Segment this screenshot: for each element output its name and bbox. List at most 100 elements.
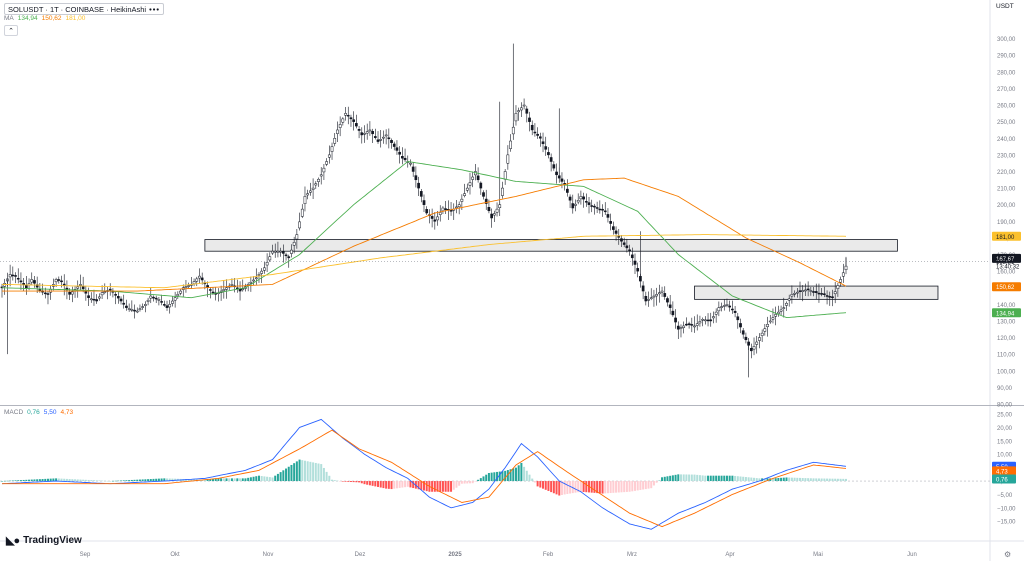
macd-hist-bar [3, 480, 6, 482]
candle-body [760, 332, 764, 336]
candle-body [414, 175, 418, 181]
candle-body [574, 203, 577, 206]
macd-hist-bar [698, 475, 701, 482]
candle-body [614, 230, 618, 234]
macd-hist-bar [666, 476, 669, 482]
macd-hist-bar [742, 476, 745, 482]
macd-hist-bar [441, 481, 444, 492]
candle [787, 294, 791, 307]
candle-body [357, 129, 361, 131]
candle-body [287, 256, 291, 259]
candle [449, 201, 453, 216]
candle-body [622, 242, 626, 245]
price-tick-label: 250,00 [997, 120, 1016, 126]
macd-hist-bar [209, 479, 212, 482]
candle [574, 199, 577, 212]
candle [720, 302, 723, 312]
macd-hist-bar [731, 475, 734, 482]
candle [595, 201, 599, 213]
macd-price-label: 0,76 [996, 478, 1008, 484]
macd-hist-bar [136, 479, 139, 482]
candle-body [671, 310, 675, 316]
candle [538, 132, 542, 147]
macd-hist-bar [747, 477, 750, 482]
macd-hist-bar [336, 480, 339, 482]
candle [806, 281, 810, 297]
candle-body [373, 136, 377, 138]
candle-body [476, 175, 480, 181]
macd-hist-bar [558, 481, 561, 496]
ma-legend[interactable]: MA 134,94 150,62 181,00 [4, 15, 85, 22]
candle [465, 183, 469, 193]
macd-hist-bar [820, 478, 823, 482]
candle-body [793, 293, 796, 295]
candle-body [720, 306, 723, 308]
symbol-selector[interactable]: SOLUSDT · 1T · COINBASE · HeikinAshi ••• [4, 3, 164, 15]
candle [831, 289, 834, 307]
symbol-header[interactable]: SOLUSDT · 1T · COINBASE · HeikinAshi ••• [4, 2, 164, 16]
candle-body [317, 178, 320, 182]
candle-body [479, 182, 483, 189]
candle-body [184, 286, 188, 288]
more-icon[interactable]: ••• [149, 4, 160, 14]
candle-body [419, 191, 423, 197]
currency-label[interactable]: USDT [996, 3, 1014, 10]
price-tick-label: 260,00 [997, 104, 1016, 110]
support-zone-1 [204, 239, 898, 252]
macd-hist-bar [433, 481, 436, 492]
candle [357, 125, 361, 139]
candle-body [541, 141, 545, 145]
ma-line-3 [1, 234, 847, 289]
candle [368, 121, 372, 136]
candle [820, 288, 824, 297]
candle [685, 317, 688, 327]
macd-hist-bar [212, 478, 214, 482]
macd-hist-bar [49, 478, 52, 482]
candle-body [79, 284, 82, 286]
candle [330, 142, 334, 160]
candle [620, 234, 623, 247]
price-label: 134,94 [996, 311, 1015, 317]
candle-body [411, 166, 415, 172]
macd-hist-bar [138, 479, 141, 482]
candle-body [460, 198, 464, 202]
macd-hist-bar [677, 474, 680, 482]
candle-body [685, 323, 688, 326]
candle [398, 146, 402, 164]
candle [609, 213, 613, 231]
candle [587, 196, 591, 214]
macd-hist-bar [390, 481, 393, 490]
candle-body [714, 311, 718, 315]
candle [281, 244, 285, 263]
ma-line-1 [1, 161, 847, 319]
candle-body [430, 216, 434, 219]
candle-body [652, 295, 656, 298]
candle-body [612, 226, 615, 230]
macd-hist-bar [685, 474, 688, 482]
candle [752, 337, 756, 356]
candle-body [254, 277, 258, 280]
candle [463, 183, 466, 198]
candle [355, 114, 358, 129]
macd-hist-bar [19, 480, 22, 482]
candle-body [57, 279, 61, 281]
candle [125, 299, 128, 311]
candle [614, 226, 618, 241]
macd-hist-bar [82, 479, 85, 482]
macd-hist-bar [785, 477, 788, 482]
candle-body [119, 298, 123, 302]
candle-body [195, 278, 199, 282]
candle-body [547, 152, 550, 156]
macd-hist-bar [120, 480, 123, 482]
macd-hist-bar [842, 478, 845, 482]
candle [265, 253, 269, 273]
macd-legend[interactable]: MACD 0,76 5,50 4,73 [4, 409, 73, 416]
candle [612, 221, 615, 235]
macd-hist-bar [6, 480, 9, 482]
macd-price-label: 4,73 [996, 469, 1008, 475]
collapse-legend-button[interactable]: ⌃ [4, 25, 18, 36]
candle-body [747, 341, 750, 346]
macd-hist-bar [377, 481, 380, 487]
gear-icon[interactable]: ⚙ [1004, 550, 1012, 559]
